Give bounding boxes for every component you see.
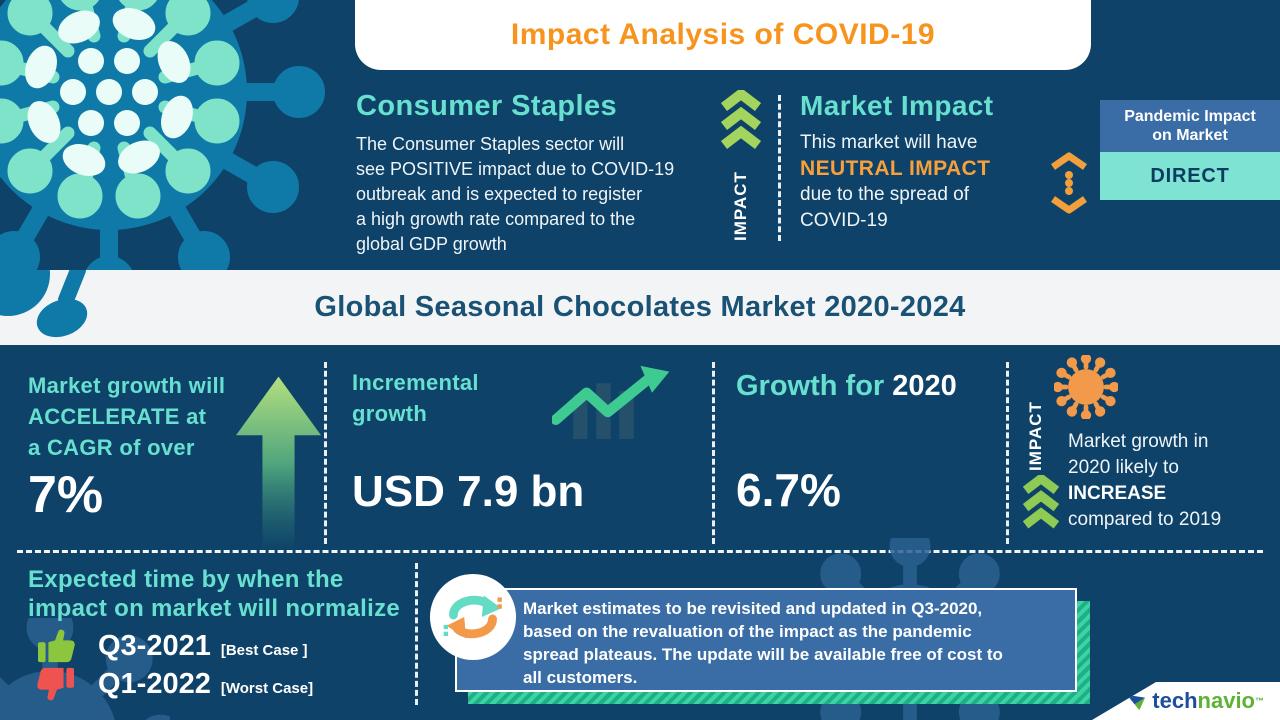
outlook-text: Market growth in 2020 likely to INCREASE…: [1068, 431, 1222, 530]
sector-desc-line: The Consumer Staples sector will: [356, 134, 625, 154]
normalize-title: Expected time by when the impact on mark…: [28, 566, 401, 622]
thumbs-down-icon: [37, 667, 74, 701]
market-impact-highlight: NEUTRAL IMPACT: [800, 157, 991, 180]
impact-label: IMPACT: [731, 171, 750, 241]
worst-case-value: Q1-2022: [98, 667, 211, 700]
market-impact-line: COVID-19: [800, 210, 888, 231]
top-section: Impact Analysis of COVID-19 Consumer Sta…: [0, 0, 1280, 308]
technavio-logo-icon: [1127, 694, 1146, 710]
best-case-value: Q3-2021: [98, 629, 211, 662]
best-case-label: [Best Case ]: [220, 641, 308, 659]
market-impact-line: This market will have: [800, 132, 978, 153]
pandemic-impact-header: Pandemic Impact on Market: [1100, 100, 1280, 152]
worst-case-label: [Worst Case]: [220, 679, 314, 697]
cagr-stat-value: 7%: [28, 466, 104, 524]
bottom-section: Expected time by when the impact on mark…: [0, 553, 1280, 720]
stats-band: Market growth will ACCELERATE at a CAGR …: [0, 345, 1280, 553]
vertical-dashed-divider: [712, 362, 715, 544]
sector-block: Consumer Staples The Consumer Staples se…: [356, 90, 726, 257]
market-impact-title: Market Impact: [800, 90, 994, 121]
thumbs-up-icon: [38, 629, 75, 663]
coronavirus-illustration: [0, 0, 325, 308]
vertical-dashed-divider: [415, 563, 418, 705]
market-impact-line: due to the spread of: [800, 184, 970, 205]
pandemic-impact-box: Pandemic Impact on Market DIRECT: [1100, 100, 1280, 200]
vertical-dashed-divider: [324, 362, 327, 544]
cagr-stat-label: Market growth will ACCELERATE at a CAGR …: [28, 373, 226, 460]
refresh-icon: [429, 573, 517, 661]
sector-impact-indicator: IMPACT: [716, 87, 766, 247]
market-impact-block: Market Impact This market will have NEUT…: [800, 90, 1040, 234]
vertical-dashed-divider: [778, 95, 781, 241]
neutral-impact-icon: [1051, 152, 1087, 214]
growth-2020-value: 6.7%: [736, 464, 841, 516]
impact-label: IMPACT: [1026, 401, 1045, 471]
outlook-impact-indicator: IMPACT: [1026, 387, 1056, 471]
banner-title: Impact Analysis of COVID-19: [510, 18, 936, 51]
pandemic-impact-value: DIRECT: [1100, 152, 1280, 200]
triple-chevron-up-icon: [720, 87, 762, 149]
header-banner: Impact Analysis of COVID-19: [355, 0, 1091, 70]
note-text: Market estimates to be revisited and upd…: [523, 599, 1003, 687]
triple-chevron-up-icon: [1022, 475, 1060, 529]
trend-line-icon: [552, 365, 670, 439]
sector-desc-line: global GDP growth: [356, 234, 507, 254]
growth-2020-label: Growth for 2020: [736, 370, 957, 402]
note-box: Market estimates to be revisited and upd…: [455, 588, 1077, 692]
sector-desc-line: see POSITIVE impact due to COVID-19: [356, 159, 675, 179]
page-title: Global Seasonal Chocolates Market 2020-2…: [314, 291, 966, 323]
incremental-growth-value: USD 7.9 bn: [352, 467, 585, 516]
coronavirus-small-icon: [1054, 355, 1118, 419]
worst-case-row: Q1-2022 [Worst Case]: [36, 666, 313, 702]
growth-arrow-icon: [236, 376, 321, 552]
virus-leg-decoration: [0, 270, 88, 338]
horizontal-dashed-divider: [17, 550, 1263, 553]
sector-title: Consumer Staples: [356, 90, 618, 122]
title-band: Global Seasonal Chocolates Market 2020-2…: [0, 270, 1280, 345]
incremental-growth-label: Incremental growth: [352, 370, 479, 426]
best-case-row: Q3-2021 [Best Case ]: [36, 628, 308, 664]
vertical-dashed-divider: [1006, 362, 1009, 544]
sector-desc-line: outbreak and is expected to register: [356, 184, 643, 204]
sector-desc-line: a high growth rate compared to the: [356, 209, 636, 229]
